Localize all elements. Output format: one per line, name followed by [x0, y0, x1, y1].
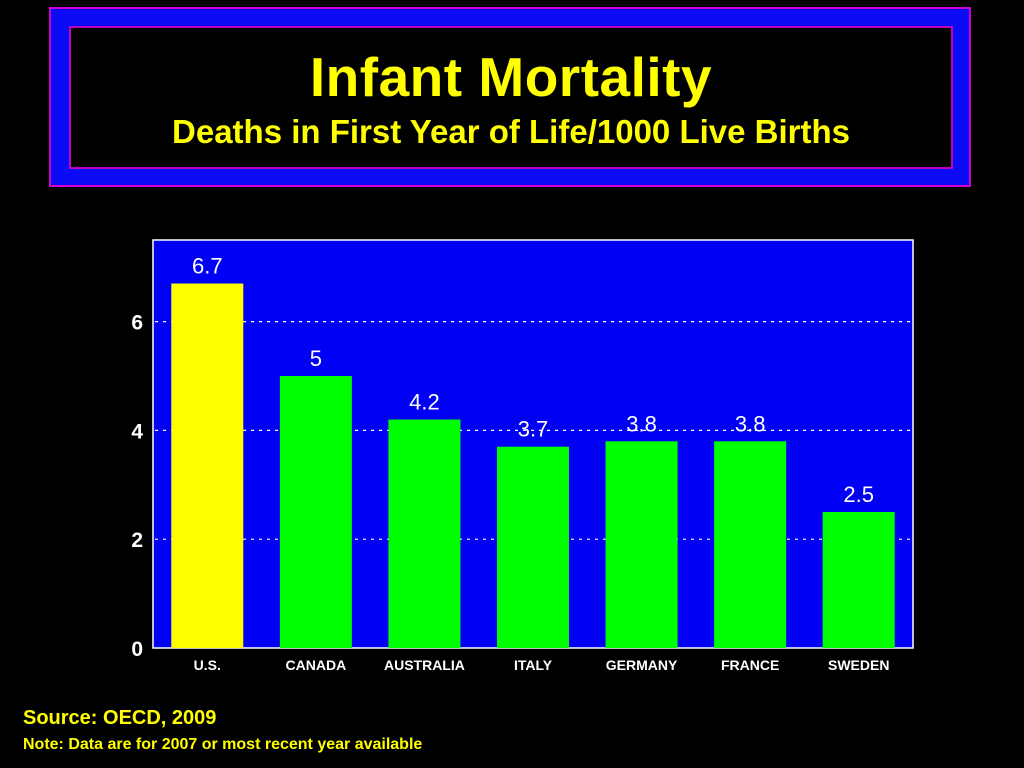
bar [822, 512, 895, 648]
x-tick-label: SWEDEN [828, 657, 889, 673]
bar [714, 441, 787, 648]
title-panel: Infant Mortality Deaths in First Year of… [69, 26, 953, 169]
y-tick-label: 4 [131, 420, 143, 443]
data-label: 4.2 [409, 390, 440, 415]
data-label: 6.7 [192, 254, 223, 279]
x-tick-label: ITALY [514, 657, 553, 673]
data-label: 3.8 [626, 411, 657, 436]
bar [497, 446, 569, 648]
x-tick-label: FRANCE [721, 657, 779, 673]
bar [605, 441, 678, 648]
bar-highlight [171, 283, 244, 648]
x-tick-label: AUSTRALIA [384, 657, 465, 673]
y-tick-label: 0 [131, 638, 143, 661]
bar [279, 376, 352, 648]
y-tick-label: 2 [131, 529, 143, 552]
data-label: 3.7 [518, 417, 549, 442]
bar [388, 419, 461, 648]
title-frame: Infant Mortality Deaths in First Year of… [49, 7, 971, 187]
source-note: Source: OECD, 2009 [23, 707, 217, 729]
data-label: 2.5 [843, 482, 874, 507]
x-tick-label: U.S. [194, 657, 221, 673]
slide-title: Infant Mortality [309, 46, 713, 108]
data-label: 5 [310, 346, 322, 371]
data-label: 3.8 [735, 411, 766, 436]
x-tick-label: GERMANY [606, 657, 678, 673]
y-tick-label: 6 [131, 312, 143, 335]
x-tick-label: CANADA [286, 657, 347, 673]
data-note: Note: Data are for 2007 or most recent y… [23, 736, 423, 753]
slide-subtitle: Deaths in First Year of Life/1000 Live B… [172, 113, 850, 150]
